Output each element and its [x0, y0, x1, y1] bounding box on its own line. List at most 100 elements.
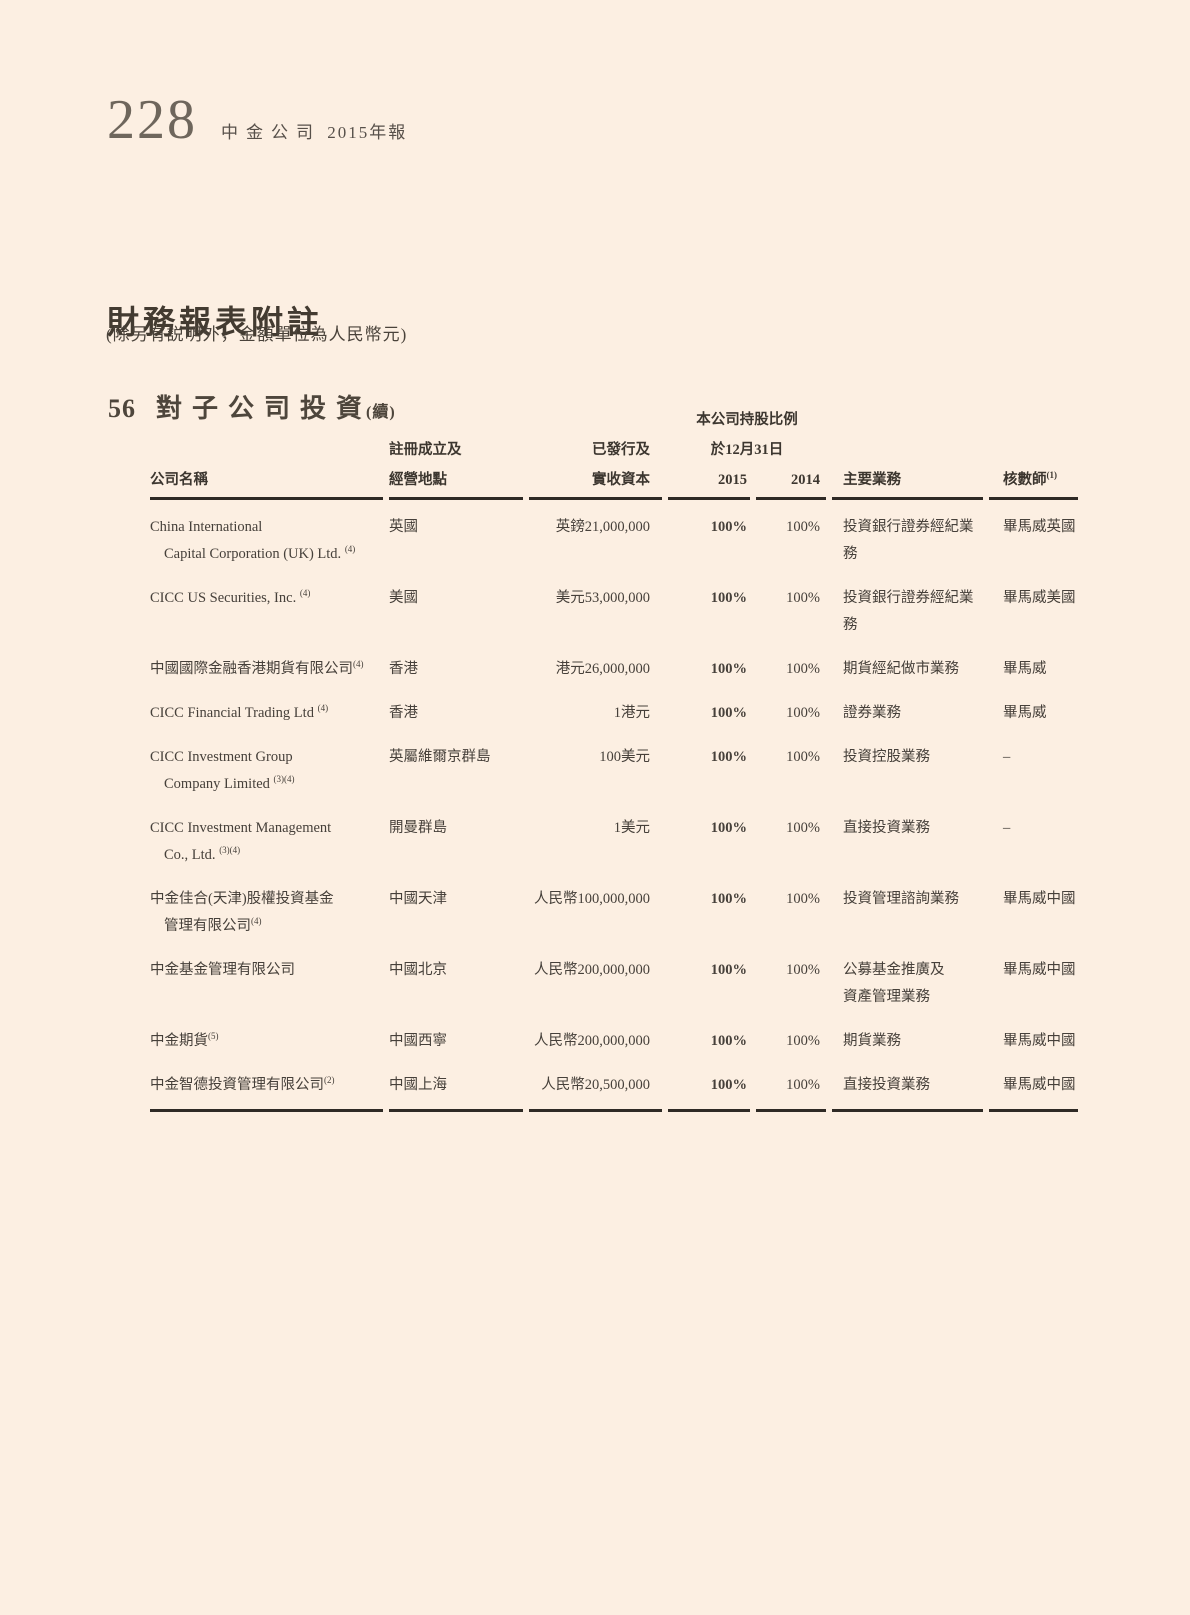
table-row: CICC Investment Group Company Limited (3)… — [150, 727, 1078, 798]
subsidiaries-table: 本公司持股比例 註冊成立及 已發行及 於12月31日 公司名稱 經營地點 實收資… — [144, 405, 1084, 1112]
company-name-cell: CICC Investment Group Company Limited (3)… — [150, 727, 383, 798]
business-line: 投資銀行證券經紀業務 — [843, 519, 974, 562]
business-line: 期貨業務 — [843, 1033, 901, 1049]
company-name-cell: CICC Investment Management Co., Ltd. (3)(… — [150, 798, 383, 869]
location-cell: 中國北京 — [389, 962, 447, 978]
location-cell: 中國天津 — [389, 891, 447, 907]
table-row: China International Capital Corporation (… — [150, 500, 1078, 568]
holding-2015-cell: 100% — [710, 962, 747, 978]
company-name-cell: 中金期貨(5) — [150, 1011, 383, 1055]
header-row-1: 本公司持股比例 — [150, 405, 1078, 435]
business-cell: 投資銀行證券經紀業務 — [832, 500, 983, 568]
company-name-line: Co., Ltd. (3)(4) — [164, 845, 241, 863]
holding-2014-cell: 100% — [786, 891, 820, 907]
header-auditor: 核數師(1) — [989, 465, 1078, 500]
company-name-line: Capital Corporation (UK) Ltd. (4) — [164, 544, 356, 562]
auditor-cell: 畢馬威美國 — [1003, 590, 1076, 606]
capital-cell: 1港元 — [613, 705, 650, 721]
capital-cell: 人民幣200,000,000 — [534, 962, 650, 978]
table-row: 中國國際金融香港期貨有限公司(4) 香港 港元26,000,000 100% 100% 期… — [150, 639, 1078, 683]
holding-2014-cell: 100% — [756, 1055, 826, 1112]
location-cell: 中國上海 — [389, 1055, 523, 1112]
section-heading: 56 對子公司投資(續) — [108, 388, 396, 425]
header-location-line1: 註冊成立及 — [389, 442, 462, 458]
holding-2015-cell: 100% — [710, 705, 747, 721]
holding-2015-cell: 100% — [710, 590, 747, 606]
auditor-cell: 畢馬威 — [1003, 661, 1047, 677]
capital-cell: 美元53,000,000 — [555, 590, 650, 606]
capital-cell: 英鎊21,000,000 — [555, 519, 650, 535]
company-name-line: CICC Financial Trading Ltd (4) — [150, 703, 329, 721]
page-number: 228 — [107, 89, 197, 151]
auditor-cell: 畢馬威 — [1003, 705, 1047, 721]
footnote-sup: (4) — [299, 588, 311, 599]
footnote-sup: (4) — [353, 659, 364, 670]
header-business: 主要業務 — [832, 465, 983, 500]
brand-year: 2015年報 — [327, 123, 408, 142]
business-line: 直接投資業務 — [843, 1077, 930, 1093]
holding-2014-cell: 100% — [786, 590, 820, 606]
holding-2014-cell: 100% — [786, 705, 820, 721]
company-name-line: 中金智德投資管理有限公司(2) — [150, 1075, 335, 1093]
location-cell: 英屬維爾京群島 — [389, 749, 491, 765]
capital-cell: 港元26,000,000 — [555, 661, 650, 677]
business-cell: 投資銀行證券經紀業務 — [832, 568, 983, 639]
auditor-footnote-sup: (1) — [1046, 470, 1058, 481]
company-name-line: 中金佳合(天津)股權投資基金 — [150, 891, 334, 907]
business-line: 投資銀行證券經紀業務 — [843, 590, 974, 633]
business-line: 直接投資業務 — [843, 820, 930, 836]
holding-2015-cell: 100% — [710, 519, 747, 535]
footnote-sup: (4) — [251, 916, 262, 927]
business-cell: 投資控股業務 — [832, 727, 983, 798]
table-body: China International Capital Corporation (… — [150, 500, 1078, 1112]
company-name-cell: CICC Financial Trading Ltd (4) — [150, 683, 383, 727]
company-name-cell: 中金基金管理有限公司 — [150, 940, 383, 1011]
capital-cell: 人民幣20,500,000 — [529, 1055, 662, 1112]
business-cell: 直接投資業務 — [832, 1055, 983, 1112]
footnote-sup: (5) — [208, 1031, 219, 1042]
section-number: 56 — [108, 393, 136, 423]
table-header: 本公司持股比例 註冊成立及 已發行及 於12月31日 公司名稱 經營地點 實收資… — [150, 405, 1078, 500]
header-holding-ratio: 本公司持股比例 — [696, 412, 798, 428]
table-row: 中金期貨(5) 中國西寧 人民幣200,000,000 100% 100% 期貨業務 畢馬威… — [150, 1011, 1078, 1055]
capital-cell: 人民幣100,000,000 — [534, 891, 650, 907]
company-name-cell: 中金佳合(天津)股權投資基金 管理有限公司(4) — [150, 869, 383, 940]
table-row: CICC US Securities, Inc. (4) 美國 美元53,000,0… — [150, 568, 1078, 639]
location-cell: 香港 — [389, 661, 418, 677]
business-line: 投資控股業務 — [843, 749, 930, 765]
table-row: 中金佳合(天津)股權投資基金 管理有限公司(4) 中國天津 人民幣100,000,00… — [150, 869, 1078, 940]
table-row: 中金基金管理有限公司 中國北京 人民幣200,000,000 100% 100% 公募基金… — [150, 940, 1078, 1011]
header-company: 公司名稱 — [150, 465, 383, 500]
holding-2015-cell: 100% — [710, 891, 747, 907]
company-name-line: 中國國際金融香港期貨有限公司(4) — [150, 659, 364, 677]
footnote-sup: (4) — [344, 544, 356, 555]
business-cell: 期貨經紀做市業務 — [832, 639, 983, 683]
header-year-2015: 2015 — [668, 465, 750, 500]
brand-text: 中金公司 2015年報 — [221, 118, 407, 143]
business-line: 期貨經紀做市業務 — [843, 661, 959, 677]
holding-2015-cell: 100% — [710, 1033, 747, 1049]
company-name-line: 中金期貨(5) — [150, 1031, 219, 1049]
location-cell: 開曼群島 — [389, 820, 447, 836]
capital-cell: 1美元 — [613, 820, 650, 836]
auditor-cell: 畢馬威中國 — [989, 1055, 1078, 1112]
company-name-line: China International — [150, 519, 263, 535]
brand-company: 中金公司 — [221, 123, 321, 142]
location-cell: 中國西寧 — [389, 1033, 447, 1049]
section-title: 對子公司投資 — [156, 393, 373, 423]
footnote-sup: (4) — [317, 703, 329, 714]
footnote-sup: (3)(4) — [273, 774, 295, 785]
holding-2014-cell: 100% — [786, 749, 820, 765]
company-name-line: CICC US Securities, Inc. (4) — [150, 588, 311, 606]
company-name-cell: China International Capital Corporation (… — [150, 500, 383, 568]
header-location-line2: 經營地點 — [389, 465, 523, 500]
table-row: CICC Financial Trading Ltd (4) 香港 1港元 100% 1… — [150, 683, 1078, 727]
capital-cell: 100美元 — [599, 749, 650, 765]
business-cell: 證券業務 — [832, 683, 983, 727]
footnote-sup: (3)(4) — [219, 845, 241, 856]
header-capital-line2: 實收資本 — [529, 465, 662, 500]
table-row: CICC Investment Management Co., Ltd. (3)(… — [150, 798, 1078, 869]
auditor-cell: 畢馬威中國 — [1003, 962, 1076, 978]
business-line: 證券業務 — [843, 705, 901, 721]
holding-2014-cell: 100% — [786, 661, 820, 677]
